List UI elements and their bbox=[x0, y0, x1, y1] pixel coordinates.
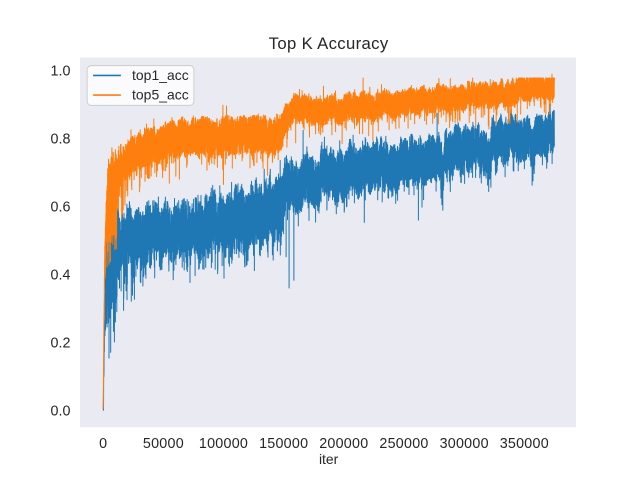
svg-text:Top K Accuracy: Top K Accuracy bbox=[269, 34, 389, 53]
svg-text:100000: 100000 bbox=[199, 436, 248, 452]
svg-text:50000: 50000 bbox=[143, 436, 184, 452]
svg-text:1.0: 1.0 bbox=[51, 64, 71, 80]
svg-text:iter: iter bbox=[319, 451, 339, 467]
svg-text:150000: 150000 bbox=[259, 436, 308, 452]
svg-text:top1_acc: top1_acc bbox=[132, 67, 189, 83]
svg-text:0.6: 0.6 bbox=[51, 200, 71, 216]
svg-text:0.0: 0.0 bbox=[51, 404, 71, 420]
svg-text:200000: 200000 bbox=[319, 436, 368, 452]
svg-text:250000: 250000 bbox=[379, 436, 428, 452]
svg-text:0: 0 bbox=[99, 436, 107, 452]
svg-text:top5_acc: top5_acc bbox=[132, 87, 189, 103]
svg-text:350000: 350000 bbox=[500, 436, 549, 452]
svg-text:300000: 300000 bbox=[440, 436, 489, 452]
svg-text:0.8: 0.8 bbox=[51, 132, 71, 148]
svg-text:0.4: 0.4 bbox=[51, 268, 71, 284]
svg-text:0.2: 0.2 bbox=[51, 336, 71, 352]
